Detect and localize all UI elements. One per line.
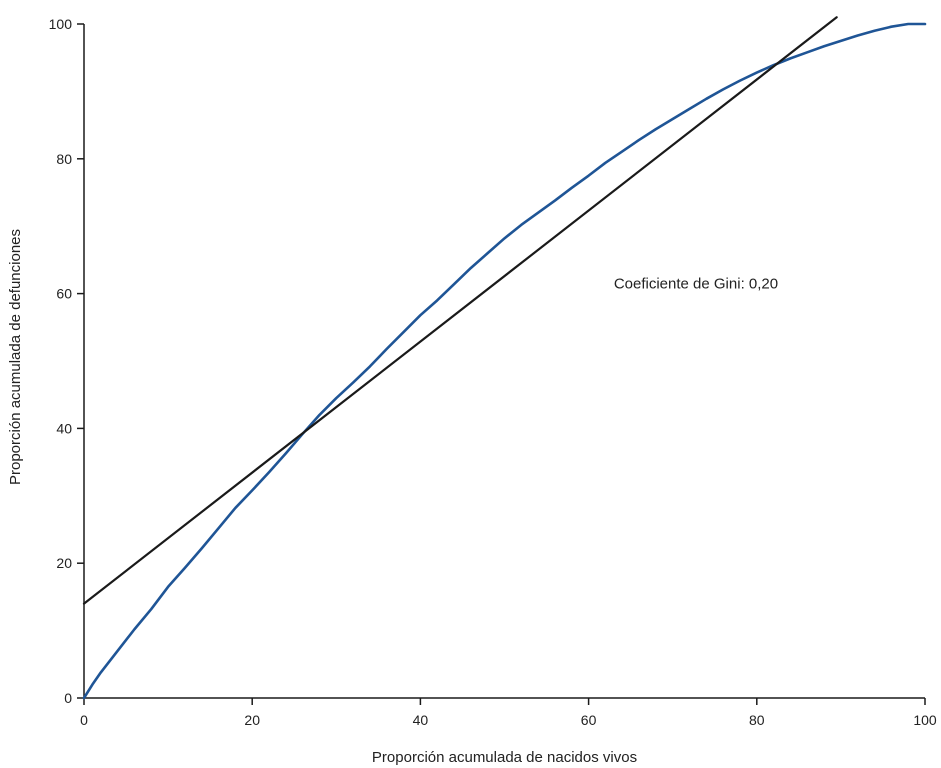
x-tick-label: 0 (80, 712, 88, 728)
y-tick-label: 80 (56, 151, 72, 167)
gini-annotation: Coeficiente de Gini: 0,20 (614, 275, 778, 292)
x-tick-label: 60 (581, 712, 597, 728)
y-tick-label: 60 (56, 286, 72, 302)
x-tick-label: 80 (749, 712, 765, 728)
y-axis-title: Proporción acumulada de defunciones (7, 229, 24, 485)
y-tick-label: 0 (64, 690, 72, 706)
y-tick-label: 20 (56, 555, 72, 571)
x-tick-label: 20 (244, 712, 260, 728)
x-tick-label: 100 (913, 712, 937, 728)
reference-line (82, 16, 838, 605)
x-tick-label: 40 (413, 712, 429, 728)
x-axis-title: Proporción acumulada de nacidos vivos (372, 749, 637, 766)
axes-layer (83, 24, 925, 699)
y-tick-label: 100 (49, 16, 73, 32)
series-layer (82, 16, 927, 700)
lorenz-curve-line (82, 22, 927, 700)
y-tick-label: 40 (56, 420, 72, 436)
ticks-layer: 0 20 40 60 80 100 0 20 40 60 80 100 (49, 16, 937, 728)
